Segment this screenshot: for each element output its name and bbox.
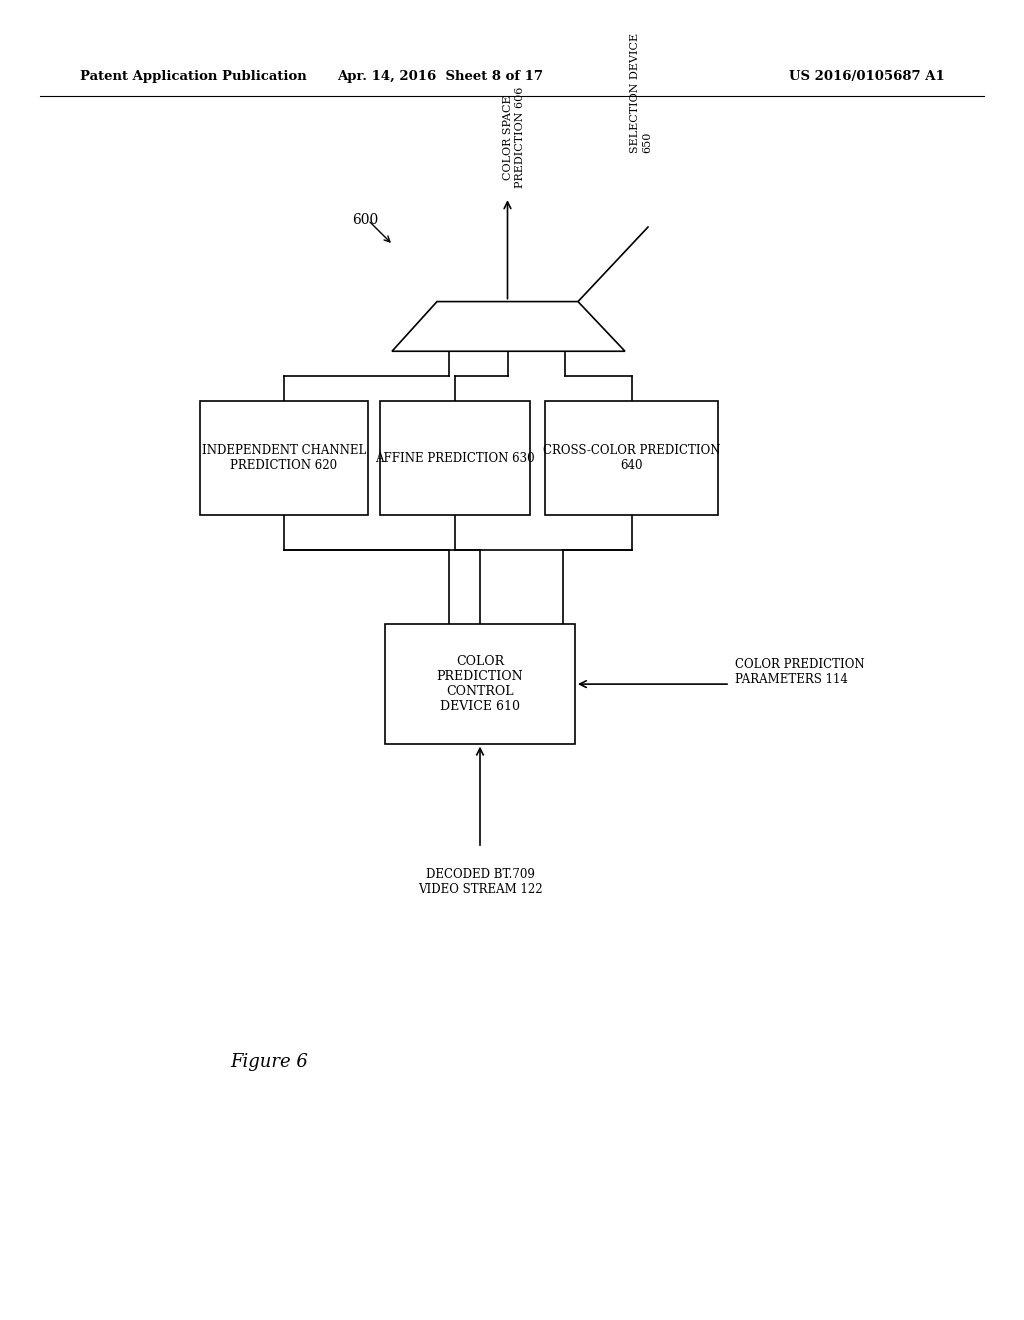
Text: INDEPENDENT CHANNEL
PREDICTION 620: INDEPENDENT CHANNEL PREDICTION 620 [202,444,367,473]
Text: Figure 6: Figure 6 [230,1052,308,1071]
Bar [545,401,718,515]
Text: AFFINE PREDICTION 630: AFFINE PREDICTION 630 [375,451,535,465]
Text: 600: 600 [352,213,378,227]
Text: US 2016/0105687 A1: US 2016/0105687 A1 [790,70,945,83]
Text: Patent Application Publication: Patent Application Publication [80,70,307,83]
Bar [200,401,368,515]
Text: COLOR SPACE
PREDICTION 606: COLOR SPACE PREDICTION 606 [504,87,525,189]
Text: Apr. 14, 2016  Sheet 8 of 17: Apr. 14, 2016 Sheet 8 of 17 [337,70,543,83]
Text: CROSS-COLOR PREDICTION
640: CROSS-COLOR PREDICTION 640 [543,444,720,473]
Text: DECODED BT.709
VIDEO STREAM 122: DECODED BT.709 VIDEO STREAM 122 [418,869,543,896]
Text: SELECTION DEVICE
650: SELECTION DEVICE 650 [631,33,652,153]
Polygon shape [392,301,625,351]
Bar [380,401,530,515]
Text: COLOR PREDICTION
PARAMETERS 114: COLOR PREDICTION PARAMETERS 114 [735,659,864,686]
Bar [385,624,575,743]
Text: COLOR
PREDICTION
CONTROL
DEVICE 610: COLOR PREDICTION CONTROL DEVICE 610 [436,655,523,713]
